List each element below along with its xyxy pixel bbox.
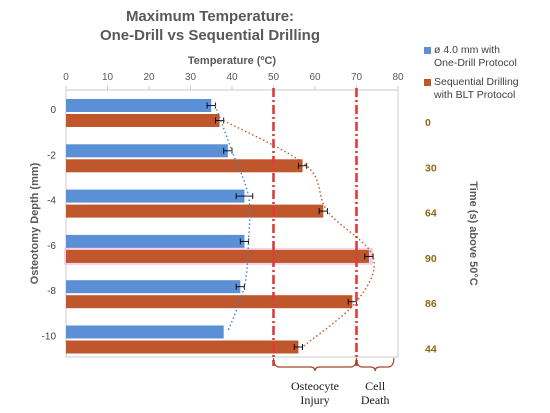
y-tick-label: -10 xyxy=(42,332,57,343)
x-tick-label: 60 xyxy=(309,72,321,83)
bar-sequential xyxy=(66,340,299,354)
x-tick-label: 70 xyxy=(351,72,363,83)
y-tick-label: -2 xyxy=(47,150,56,161)
time-label: 44 xyxy=(425,344,437,356)
chart-title-line-2: One-Drill vs Sequential Drilling xyxy=(99,27,321,44)
x-axis-title: Temperature (ºC) xyxy=(188,55,276,67)
bar-sequential xyxy=(66,249,369,263)
bar-one-drill xyxy=(66,325,224,339)
zone-bracket xyxy=(355,357,395,372)
bar-one-drill xyxy=(66,99,212,112)
time-label: 30 xyxy=(425,162,437,174)
zone-label: Death xyxy=(361,393,390,407)
bar-sequential xyxy=(66,204,324,218)
legend-swatch-one-drill xyxy=(424,47,431,54)
zone-label: Cell xyxy=(365,379,386,393)
right-axis-title: Time (s) above 50°C xyxy=(467,181,479,286)
zone-label: Injury xyxy=(300,393,329,407)
x-tick-label: 0 xyxy=(63,72,69,83)
trend-line-sequential xyxy=(223,119,375,348)
x-tick-label: 30 xyxy=(185,72,197,83)
zone-bracket xyxy=(272,357,358,372)
bar-sequential xyxy=(66,295,353,309)
x-tick-label: 80 xyxy=(392,72,404,83)
zone-label: Osteocyte xyxy=(291,379,339,393)
legend-label-one-drill: ø 4.0 mm with One-Drill Protocol xyxy=(434,44,517,69)
bar-one-drill xyxy=(66,280,241,294)
bar-sequential xyxy=(66,159,303,173)
y-tick-label: -4 xyxy=(47,196,56,207)
legend-swatch-sequential xyxy=(424,79,431,86)
time-label: 64 xyxy=(425,208,437,220)
bar-sequential xyxy=(66,114,220,127)
x-tick-label: 40 xyxy=(226,72,238,83)
y-tick-label: -8 xyxy=(47,286,56,297)
chart-title-line-1: Maximum Temperature: xyxy=(125,8,295,25)
y-tick-label: -6 xyxy=(47,241,56,252)
x-tick-label: 10 xyxy=(102,72,114,83)
y-tick-label: 0 xyxy=(50,105,56,116)
time-label: 90 xyxy=(425,253,437,265)
x-tick-label: 50 xyxy=(268,72,280,83)
legend-label-sequential: Sequential Drilling with BLT Protocol xyxy=(434,76,519,101)
y-axis-title: Osteotomy Depth (mm) xyxy=(29,162,41,284)
bar-one-drill xyxy=(66,189,245,203)
time-label: 86 xyxy=(425,298,437,310)
x-tick-label: 20 xyxy=(143,72,155,83)
plot-area xyxy=(65,89,399,358)
time-label: 0 xyxy=(425,117,431,129)
bar-one-drill xyxy=(66,144,228,158)
bar-one-drill xyxy=(66,234,245,248)
